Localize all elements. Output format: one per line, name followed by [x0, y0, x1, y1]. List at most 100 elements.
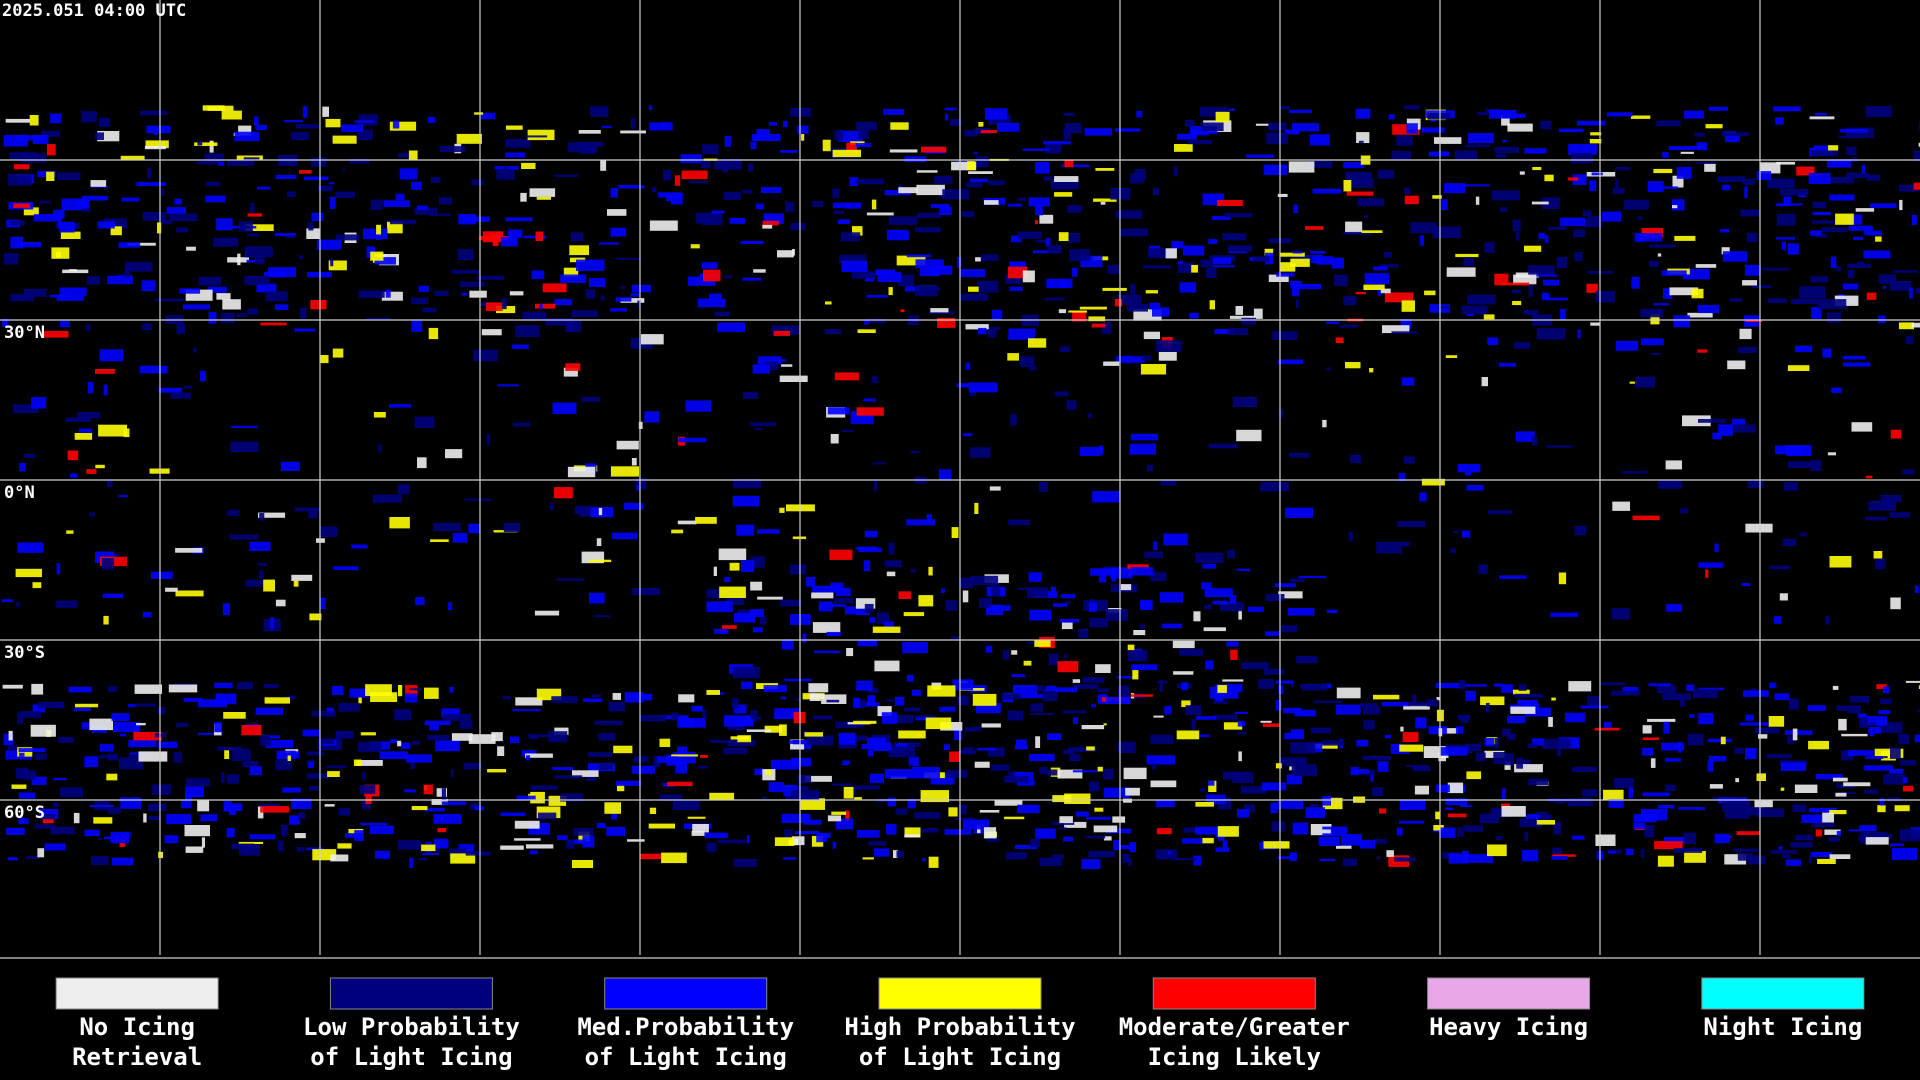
icing-patch: [1582, 789, 1598, 797]
icing-patch: [1524, 707, 1551, 717]
icing-patch: [1281, 625, 1297, 633]
icing-patch: [1227, 245, 1252, 252]
icing-patch: [1648, 683, 1671, 687]
icing-patch: [61, 198, 90, 211]
icing-patch: [1364, 273, 1390, 285]
icing-patch: [19, 752, 25, 757]
icing-patch: [268, 267, 297, 278]
icing-patch: [1836, 830, 1841, 836]
icing-patch: [1443, 728, 1458, 734]
icing-patch: [970, 178, 988, 183]
icing-patch: [1841, 733, 1868, 737]
icing-patch: [335, 234, 359, 241]
icing-patch: [1742, 178, 1756, 185]
icing-patch: [1245, 154, 1274, 158]
icing-patch: [1369, 368, 1374, 373]
icing-patch: [274, 233, 296, 237]
icing-patch: [1037, 685, 1044, 692]
icing-patch: [433, 838, 449, 849]
icing-patch: [1073, 684, 1099, 689]
icing-patch: [1514, 764, 1543, 773]
icing-patch: [75, 703, 99, 708]
icing-patch: [404, 693, 417, 703]
icing-patch: [1709, 784, 1723, 789]
icing-patch: [1201, 582, 1212, 590]
icing-patch: [207, 286, 227, 293]
icing-patch: [503, 522, 521, 533]
icing-patch: [62, 269, 89, 274]
icing-patch: [1008, 266, 1028, 279]
icing-patch: [1515, 231, 1520, 241]
icing-patch: [349, 158, 370, 164]
icing-patch: [1580, 705, 1609, 709]
icing-patch: [535, 231, 543, 242]
icing-patch: [1342, 858, 1358, 867]
icing-patch: [158, 387, 182, 393]
icing-patch: [994, 800, 1023, 806]
icing-patch: [128, 704, 137, 708]
icing-patch: [390, 739, 397, 743]
icing-patch: [1275, 699, 1282, 711]
icing-patch: [826, 699, 840, 703]
icing-patch: [3, 253, 19, 265]
icing-patch: [762, 796, 768, 799]
icing-patch: [930, 308, 949, 313]
legend-label: High Probability: [844, 1013, 1075, 1041]
icing-patch: [740, 240, 764, 244]
icing-patch: [1574, 252, 1583, 262]
icing-patch: [1903, 777, 1908, 784]
icing-patch: [175, 590, 204, 597]
icing-patch: [1647, 181, 1664, 193]
icing-patch: [1541, 738, 1571, 749]
icing-patch: [1208, 443, 1238, 449]
icing-patch: [930, 203, 950, 209]
icing-patch: [1523, 309, 1538, 315]
icing-patch: [894, 696, 905, 706]
icing-patch: [1349, 454, 1361, 463]
icing-patch: [992, 309, 1003, 320]
icing-patch: [1059, 816, 1073, 824]
icing-patch: [459, 281, 485, 287]
icing-patch: [1277, 856, 1294, 860]
icing-patch: [611, 810, 617, 820]
icing-patch: [1827, 452, 1836, 456]
icing-patch: [1589, 180, 1597, 191]
icing-patch: [790, 108, 812, 117]
icing-patch: [1046, 278, 1073, 289]
icing-patch: [1807, 705, 1826, 711]
icing-patch: [1172, 640, 1195, 649]
icing-patch: [1774, 693, 1790, 700]
icing-patch: [229, 534, 259, 540]
icing-patch: [954, 728, 963, 740]
icing-patch: [1146, 464, 1154, 472]
icing-patch: [1513, 689, 1530, 695]
icing-patch: [977, 280, 999, 293]
icing-patch: [789, 740, 807, 744]
icing-patch: [1345, 171, 1372, 183]
icing-patch: [1614, 778, 1634, 788]
icing-patch: [183, 697, 203, 702]
icing-patch: [1008, 519, 1030, 526]
icing-patch: [1818, 299, 1847, 310]
icing-patch: [1671, 199, 1685, 211]
icing-patch: [818, 605, 824, 609]
icing-patch: [1590, 322, 1601, 326]
icing-patch: [127, 242, 156, 246]
icing-patch: [1202, 837, 1214, 844]
icing-patch: [863, 398, 876, 402]
icing-patch: [764, 725, 783, 733]
icing-patch: [144, 145, 166, 150]
icing-patch: [1875, 236, 1882, 242]
icing-patch: [59, 287, 87, 296]
icing-patch: [846, 142, 857, 154]
icing-patch: [1043, 176, 1051, 181]
icing-patch: [1093, 198, 1117, 202]
icing-patch: [1359, 703, 1378, 707]
latitude-label: 30°N: [4, 323, 45, 343]
icing-patch: [1848, 709, 1861, 714]
icing-patch: [1307, 160, 1333, 168]
icing-patch: [1232, 772, 1254, 784]
icing-patch: [1033, 250, 1061, 254]
icing-patch: [1214, 329, 1235, 335]
icing-patch: [170, 392, 191, 399]
